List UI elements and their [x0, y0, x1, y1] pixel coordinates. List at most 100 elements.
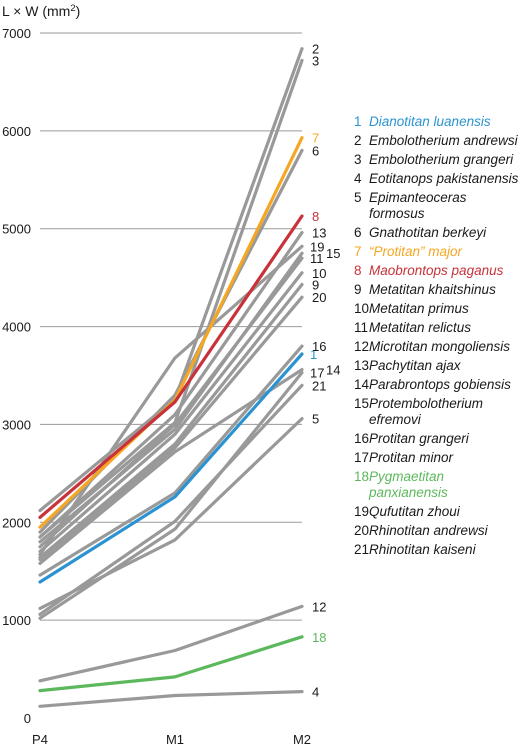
legend-number: 16 [354, 431, 370, 446]
legend-number: 12 [354, 339, 370, 354]
series-line-3 [38, 58, 304, 539]
end-label-4: 4 [312, 685, 319, 700]
end-label-19: 19 [310, 239, 324, 254]
end-label-1: 1 [310, 347, 317, 362]
legend-name: Maobrontops paganus [369, 263, 504, 278]
y-tick-label: 6000 [2, 124, 31, 139]
series-line-8 [38, 214, 304, 520]
y-tick-label: 5000 [2, 222, 31, 237]
legend: 1 Dianotitan luanensis 2 Embolotherium andr… [354, 114, 524, 561]
legend-item: 10 Metatitan primus [354, 301, 524, 317]
y-axis-label: L × W (mm2) [2, 3, 80, 19]
legend-number: 8 [354, 263, 362, 278]
series-line-17 [38, 371, 304, 620]
end-label-20: 20 [312, 290, 326, 305]
legend-name: Protembolotherium efremovi [369, 396, 484, 427]
legend-item: 13 Pachytitan ajax [354, 358, 524, 374]
legend-number: 2 [354, 133, 362, 148]
legend-name: Protitan grangeri [369, 431, 469, 446]
series-line-4 [38, 689, 304, 708]
legend-number: 21 [354, 542, 370, 557]
series-line-13 [38, 231, 304, 539]
legend-name: Rhinotitan kaiseni [369, 542, 476, 557]
legend-item: 19 Qufutitan zhoui [354, 504, 524, 520]
legend-number: 18 [354, 469, 370, 484]
legend-item: 15 Protembolotherium efremovi [354, 396, 524, 428]
legend-number: 14 [354, 377, 370, 392]
legend-name: Microtitan mongoliensis [369, 339, 511, 354]
series-line-20 [38, 295, 304, 562]
series-line-6 [38, 148, 304, 534]
legend-name: Rhinotitan andrewsi [369, 523, 488, 538]
end-label-6: 6 [312, 143, 319, 158]
legend-item: 14 Parabrontops gobiensis [354, 377, 524, 393]
y-tick-labels: 0 1000 2000 3000 4000 5000 6000 7000 [2, 26, 31, 726]
series-line-19 [38, 244, 304, 557]
legend-name: Eotitanops pakistanensis [369, 171, 519, 186]
legend-name: Pygmaetitan panxianensis [369, 469, 448, 500]
legend-name: Gnathotitan berkeyi [369, 225, 487, 240]
series-line-5 [38, 417, 304, 611]
legend-number: 15 [354, 396, 370, 411]
legend-number: 1 [354, 114, 362, 129]
legend-item: 21 Rhinotitan kaiseni [354, 542, 524, 558]
legend-number: 17 [354, 450, 370, 465]
end-label-5: 5 [312, 412, 319, 427]
legend-item: 2 Embolotherium andrewsi [354, 133, 524, 149]
series-line-10 [38, 271, 304, 554]
series-line-21 [38, 383, 304, 616]
legend-item: 11 Metatitan relictus [354, 320, 524, 336]
series-line-15 [38, 251, 304, 544]
legend-item: 16 Protitan grangeri [354, 431, 524, 447]
legend-item: 8 Maobrontops paganus [354, 263, 524, 279]
end-label-17: 17 [310, 366, 324, 381]
legend-number: 11 [354, 320, 369, 335]
legend-item: 9 Metatitan khaitshinus [354, 282, 524, 298]
y-tick-label: 2000 [2, 515, 31, 530]
end-label-9: 9 [312, 277, 319, 292]
legend-item: 20 Rhinotitan andrewsi [354, 523, 524, 539]
end-label-11: 11 [310, 251, 324, 266]
legend-name: “Protitan” major [369, 244, 463, 259]
end-label-13: 13 [312, 226, 326, 241]
legend-item: 1 Dianotitan luanensis [354, 114, 524, 130]
legend-item: 6 Gnathotitan berkeyi [354, 225, 524, 241]
end-label-12: 12 [312, 599, 326, 614]
end-label-7: 7 [312, 131, 319, 146]
legend-number: 9 [354, 282, 362, 297]
end-label-3: 3 [312, 53, 319, 68]
y-tick-label: 0 [24, 711, 31, 726]
series-line-16 [38, 344, 304, 577]
x-tick-label: M2 [293, 732, 311, 747]
end-label-14: 14 [326, 363, 340, 378]
legend-number: 13 [354, 358, 370, 373]
legend-item: 3 Embolotherium grangeri [354, 152, 524, 168]
legend-name: Metatitan primus [369, 301, 469, 316]
legend-item: 5 Epimanteoceras formosus [354, 190, 524, 222]
legend-number: 19 [354, 504, 370, 519]
legend-name: Parabrontops gobiensis [369, 377, 511, 392]
legend-number: 3 [354, 152, 362, 167]
legend-name: Protitan minor [369, 450, 454, 465]
legend-item: 12 Microtitan mongoliensis [354, 339, 524, 355]
end-label-16: 16 [312, 339, 326, 354]
end-label-10: 10 [312, 266, 326, 281]
legend-name: Epimanteoceras formosus [369, 190, 467, 221]
y-tick-label: 3000 [2, 417, 31, 432]
y-tick-label: 7000 [2, 26, 31, 41]
end-label-2: 2 [312, 42, 319, 57]
series-line-12 [38, 604, 304, 683]
x-tick-label: P4 [32, 732, 48, 747]
legend-name: Embolotherium andrewsi [369, 133, 518, 148]
legend-number: 5 [354, 190, 362, 205]
end-label-8: 8 [312, 209, 319, 224]
y-tick-label: 4000 [2, 320, 31, 335]
x-tick-label: M1 [166, 732, 184, 747]
legend-number: 7 [354, 244, 362, 259]
series-line-1 [38, 352, 304, 584]
legend-name: Pachytitan ajax [369, 358, 461, 373]
legend-item: 4 Eotitanops pakistanensis [354, 171, 524, 187]
legend-number: 20 [354, 523, 370, 538]
series-lines [38, 47, 304, 708]
